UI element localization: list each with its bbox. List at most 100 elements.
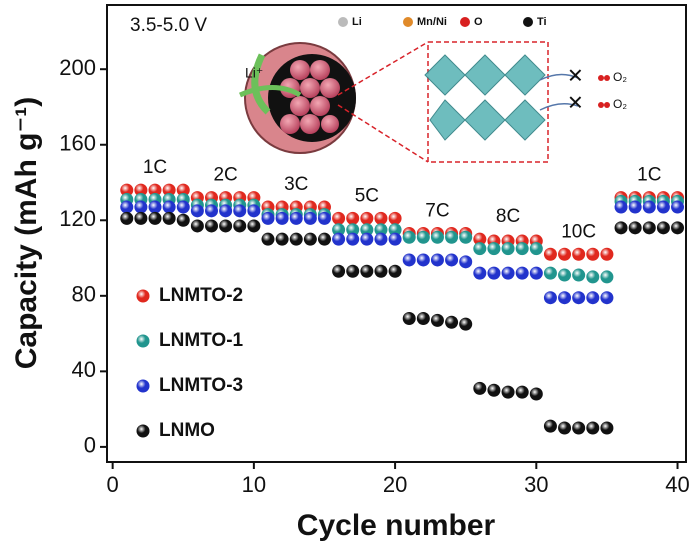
point bbox=[261, 211, 275, 225]
point bbox=[388, 211, 402, 225]
point bbox=[558, 291, 572, 305]
point bbox=[416, 230, 430, 244]
point bbox=[332, 223, 346, 237]
legend-marker bbox=[136, 379, 150, 393]
y-tick-label: 120 bbox=[59, 206, 96, 231]
point bbox=[586, 270, 600, 284]
svg-text:✕: ✕ bbox=[567, 65, 584, 87]
legend-label: LNMTO-2 bbox=[159, 285, 243, 306]
point bbox=[190, 204, 204, 218]
point bbox=[134, 183, 148, 197]
point bbox=[134, 211, 148, 225]
point bbox=[332, 264, 346, 278]
point bbox=[473, 232, 487, 246]
point bbox=[303, 232, 317, 246]
point bbox=[529, 242, 543, 256]
point bbox=[501, 385, 515, 399]
point bbox=[303, 211, 317, 225]
point bbox=[261, 232, 275, 246]
point bbox=[628, 200, 642, 214]
point bbox=[360, 232, 374, 246]
rate-label: 8C bbox=[496, 206, 520, 227]
point bbox=[671, 200, 685, 214]
point bbox=[642, 200, 656, 214]
rate-label: 1C bbox=[637, 165, 661, 186]
inset-label: Mn/Ni bbox=[417, 16, 447, 28]
point bbox=[332, 232, 346, 246]
point bbox=[374, 232, 388, 246]
point bbox=[360, 223, 374, 237]
point bbox=[614, 200, 628, 214]
rate-label: 2C bbox=[213, 165, 237, 186]
point bbox=[543, 291, 557, 305]
point bbox=[558, 268, 572, 282]
point bbox=[572, 421, 586, 435]
point bbox=[360, 211, 374, 225]
rate-label: 1C bbox=[143, 157, 167, 178]
point bbox=[162, 200, 176, 214]
x-axis-label: Cycle number bbox=[297, 509, 496, 542]
point bbox=[162, 183, 176, 197]
point bbox=[219, 219, 233, 233]
point bbox=[120, 211, 134, 225]
point bbox=[176, 213, 190, 227]
point bbox=[205, 204, 219, 218]
point bbox=[671, 221, 685, 235]
point bbox=[176, 183, 190, 197]
point bbox=[501, 266, 515, 280]
inset: ✕ ✕ bbox=[239, 17, 610, 163]
point bbox=[515, 266, 529, 280]
point bbox=[162, 211, 176, 225]
point bbox=[445, 315, 459, 329]
point bbox=[360, 264, 374, 278]
y-tick-label: 200 bbox=[59, 55, 96, 80]
point bbox=[233, 204, 247, 218]
plot-frame bbox=[106, 4, 687, 463]
legend-label: LNMTO-3 bbox=[159, 375, 243, 396]
point bbox=[543, 247, 557, 261]
point bbox=[656, 200, 670, 214]
y-axis-label: Capacity (mAh g⁻¹) bbox=[10, 97, 43, 370]
y-tick-label: 0 bbox=[84, 433, 96, 458]
point bbox=[487, 266, 501, 280]
point bbox=[515, 385, 529, 399]
point bbox=[120, 183, 134, 197]
rate-label: 3C bbox=[284, 174, 308, 195]
point bbox=[473, 381, 487, 395]
x-tick-label: 0 bbox=[107, 472, 119, 497]
point bbox=[529, 266, 543, 280]
point bbox=[600, 270, 614, 284]
point bbox=[233, 219, 247, 233]
point bbox=[402, 253, 416, 267]
inset-label: Li bbox=[352, 16, 362, 28]
y-tick-label: 160 bbox=[59, 131, 96, 156]
annotation: 3.5-5.0 V bbox=[130, 15, 207, 36]
point bbox=[416, 311, 430, 325]
point bbox=[586, 247, 600, 261]
x-tick-label: 10 bbox=[242, 472, 266, 497]
point bbox=[176, 200, 190, 214]
point bbox=[275, 232, 289, 246]
point bbox=[247, 219, 261, 233]
point bbox=[459, 317, 473, 331]
point bbox=[148, 183, 162, 197]
point bbox=[628, 221, 642, 235]
point bbox=[473, 242, 487, 256]
point bbox=[388, 223, 402, 237]
point bbox=[317, 232, 331, 246]
x-tick-label: 20 bbox=[383, 472, 407, 497]
point bbox=[346, 223, 360, 237]
point bbox=[586, 291, 600, 305]
point bbox=[572, 268, 586, 282]
rate-label: 7C bbox=[425, 201, 449, 222]
x-tick-label: 40 bbox=[665, 472, 689, 497]
point bbox=[205, 219, 219, 233]
point bbox=[402, 311, 416, 325]
point bbox=[317, 211, 331, 225]
point bbox=[148, 200, 162, 214]
point bbox=[289, 211, 303, 225]
ion-label: Li⁺ bbox=[245, 65, 263, 81]
point bbox=[445, 253, 459, 267]
point bbox=[346, 211, 360, 225]
